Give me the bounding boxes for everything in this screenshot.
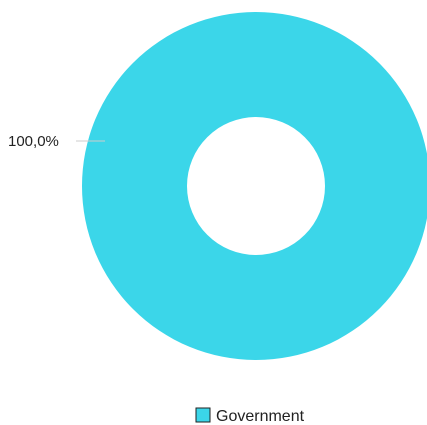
legend-swatch xyxy=(195,407,211,423)
data-labels-group: 100,0% xyxy=(8,133,105,150)
slices-group xyxy=(82,12,427,360)
data-label: 100,0% xyxy=(8,133,59,150)
legend[interactable]: Government xyxy=(195,407,305,425)
legend-label: Government xyxy=(216,408,305,425)
slice-government[interactable] xyxy=(82,12,427,360)
